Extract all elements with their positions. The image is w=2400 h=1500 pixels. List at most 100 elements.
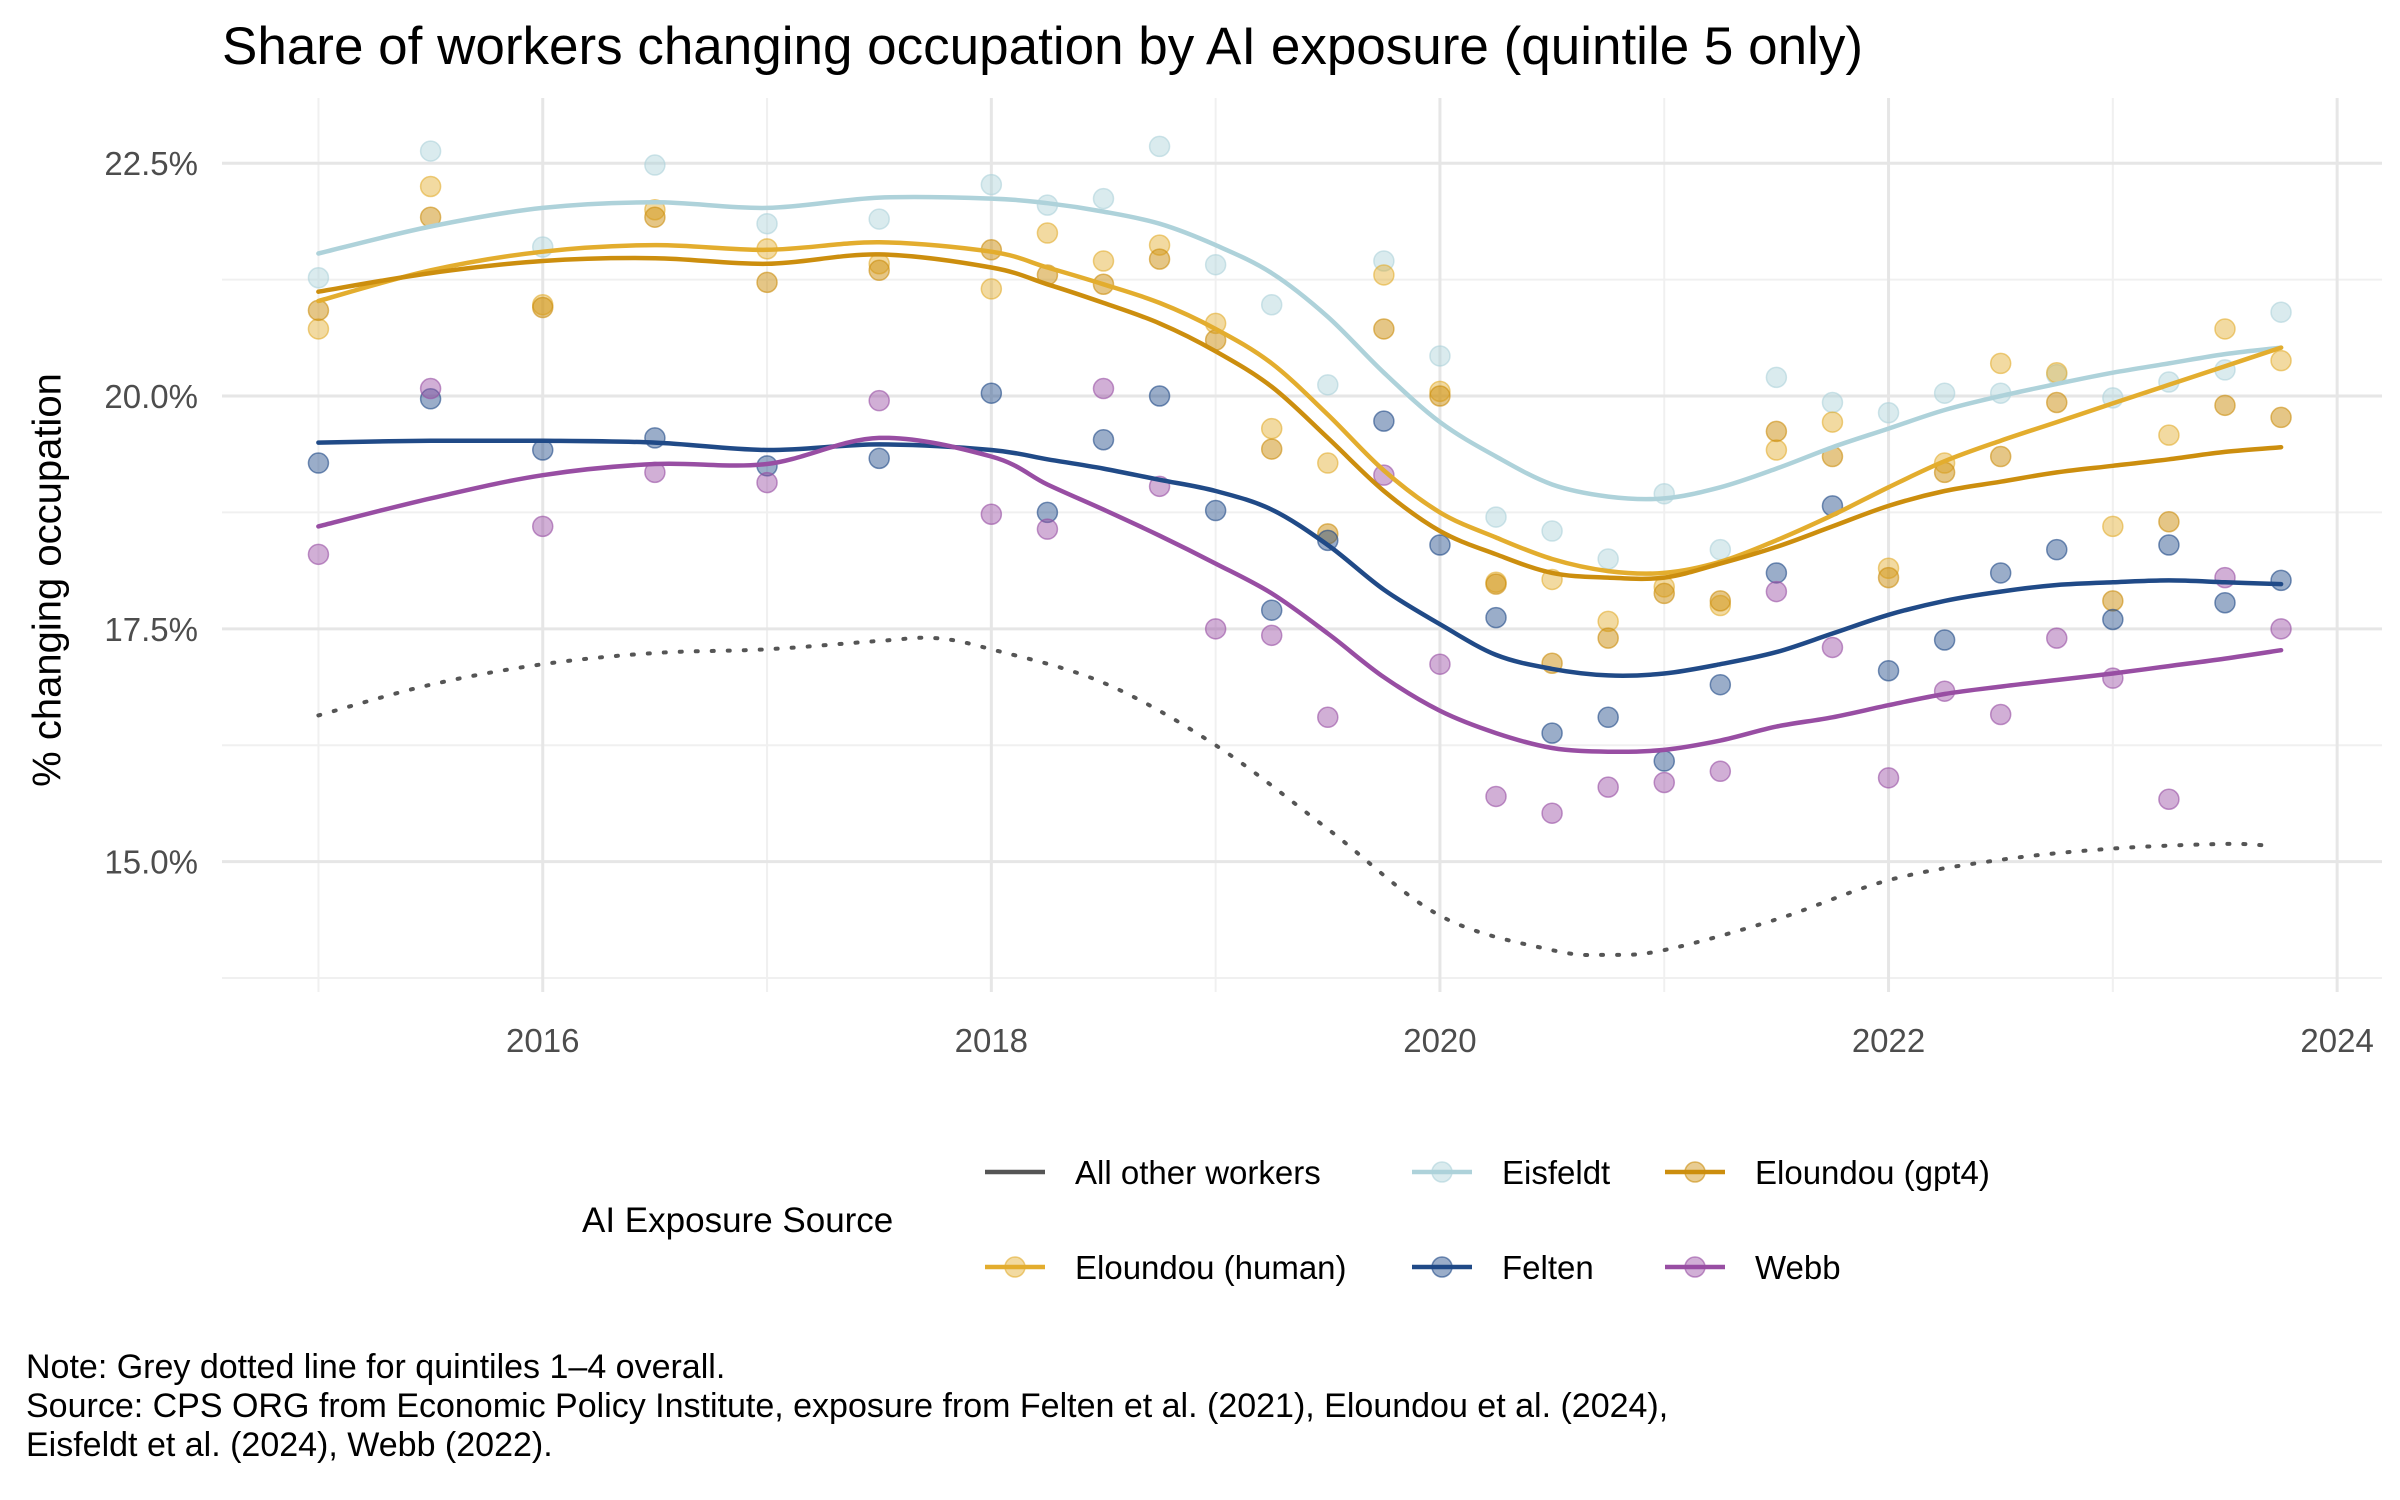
point-eisfeldt (1204, 253, 1227, 276)
point-felten (1597, 706, 1619, 729)
point-felten (531, 439, 554, 461)
point-eloundou-gpt4 (2270, 406, 2292, 429)
point-felten (1709, 673, 1732, 696)
point-eloundou-gpt4 (756, 271, 778, 294)
point-eloundou-gpt4 (1989, 445, 2012, 468)
point-eloundou-human (2102, 515, 2124, 538)
legend-key-point (1431, 1256, 1453, 1278)
point-felten (2046, 538, 2068, 561)
point-eloundou-gpt4 (644, 206, 666, 228)
x-tick-label: 2016 (506, 1022, 579, 1059)
point-eisfeldt (1933, 382, 1956, 404)
x-tick-label: 2022 (1852, 1022, 1925, 1059)
point-webb (1373, 464, 1395, 486)
reference-layer (316, 635, 2272, 958)
legend-label: Felten (1502, 1249, 1594, 1286)
point-felten (1429, 534, 1451, 556)
point-felten (1541, 722, 1563, 744)
point-webb (419, 377, 442, 400)
point-felten (1485, 606, 1507, 629)
point-felten (1989, 562, 2012, 584)
point-eloundou-human (1260, 417, 1283, 440)
point-webb (1541, 802, 1563, 824)
point-eloundou-human (419, 175, 442, 198)
point-eloundou-human (307, 318, 330, 340)
note-line-2: Source: CPS ORG from Economic Policy Ins… (26, 1387, 1669, 1425)
point-felten (1148, 385, 1171, 407)
legend-key-point (1684, 1161, 1706, 1183)
point-eloundou-gpt4 (2214, 394, 2236, 417)
point-felten (2214, 591, 2236, 614)
point-webb (1260, 624, 1283, 647)
line-eloundou-human (316, 240, 2284, 576)
point-layer (307, 135, 2292, 824)
point-felten (1204, 499, 1227, 522)
point-felten (1373, 410, 1395, 432)
point-webb (2158, 788, 2180, 810)
legend-title: AI Exposure Source (582, 1201, 893, 1240)
point-eloundou-gpt4 (2102, 590, 2124, 612)
legend-item-all-other-workers: All other workers (985, 1154, 1321, 1191)
point-eloundou-gpt4 (307, 299, 330, 322)
point-eisfeldt (307, 266, 330, 289)
point-webb (1877, 767, 1900, 789)
point-eisfeldt (1821, 391, 1844, 414)
point-eloundou-gpt4 (1653, 582, 1675, 605)
point-webb (1317, 706, 1339, 729)
point-webb (756, 471, 778, 494)
point-eloundou-human (1373, 264, 1395, 286)
point-webb (868, 389, 890, 412)
point-eloundou-human (980, 278, 1003, 300)
point-eloundou-gpt4 (2046, 391, 2068, 414)
point-eloundou-human (1765, 439, 1788, 461)
point-eloundou-human (1036, 222, 1059, 244)
legend-key-point (1684, 1256, 1706, 1278)
y-tick-label: 22.5% (104, 145, 198, 182)
point-eloundou-gpt4 (2158, 510, 2180, 533)
point-eloundou-gpt4 (1877, 566, 1900, 589)
point-felten (868, 447, 890, 470)
point-eisfeldt (644, 154, 666, 176)
point-eloundou-gpt4 (868, 259, 890, 282)
point-eloundou-human (1092, 250, 1115, 272)
legend-key-point (1431, 1161, 1453, 1183)
point-eisfeldt (1597, 548, 1619, 570)
reference-line-all-other-workers (316, 635, 2272, 958)
y-tick-label: 17.5% (104, 611, 198, 648)
point-eloundou-gpt4 (1429, 385, 1451, 407)
legend-item-webb: Webb (1665, 1249, 1841, 1286)
point-webb (1709, 760, 1732, 783)
point-webb (307, 543, 330, 566)
point-eisfeldt (1317, 374, 1339, 396)
point-webb (980, 503, 1003, 526)
point-eloundou-gpt4 (1148, 248, 1171, 270)
point-eisfeldt (1541, 520, 1563, 542)
point-eisfeldt (980, 173, 1003, 196)
legend-label: All other workers (1075, 1154, 1321, 1191)
tick-layer: 15.0% 17.5% 20.0% 22.5% 2016 2018 2020 2022 2024 (104, 145, 2373, 1059)
point-felten (1260, 599, 1283, 621)
point-eisfeldt (1148, 135, 1171, 158)
point-eisfeldt (1877, 402, 1900, 424)
point-eisfeldt (1092, 187, 1115, 210)
point-felten (307, 452, 330, 474)
point-felten (980, 382, 1003, 404)
point-webb (1036, 518, 1059, 540)
point-webb (2270, 618, 2292, 640)
legend-label: Webb (1755, 1249, 1841, 1286)
point-eloundou-gpt4 (1709, 590, 1732, 612)
legend-item-felten: Felten (1412, 1249, 1594, 1286)
point-webb (2046, 627, 2068, 649)
point-felten (2102, 608, 2124, 631)
point-webb (1204, 618, 1227, 640)
legend-label: Eloundou (gpt4) (1755, 1154, 1990, 1191)
line-webb (316, 435, 2284, 755)
point-eloundou-human (1317, 452, 1339, 474)
point-felten (2158, 534, 2180, 556)
note-line-3: Eisfeldt et al. (2024), Webb (2022). (26, 1426, 553, 1464)
point-eloundou-gpt4 (1260, 438, 1283, 460)
legend-label: Eloundou (human) (1075, 1249, 1347, 1286)
point-felten (1765, 562, 1788, 584)
